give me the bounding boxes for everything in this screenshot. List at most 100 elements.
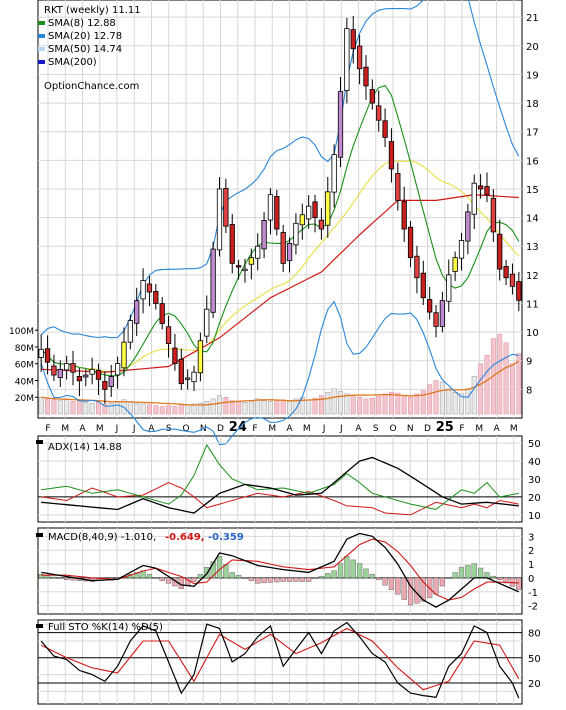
macd-histogram-bar: [64, 577, 70, 580]
macd-histogram-bar: [299, 577, 305, 582]
macd-value: -0.649,: [165, 532, 205, 543]
macd-histogram-bar: [433, 577, 439, 595]
volume-bar: [108, 402, 114, 415]
volume-bar: [64, 399, 70, 415]
price-tick-label: 16: [526, 156, 539, 167]
volume-bar: [497, 334, 503, 415]
volume-bar: [38, 396, 44, 415]
x-tick-label: F: [252, 424, 257, 434]
legend-entry: SMA(200): [48, 57, 97, 68]
x-tick-label: M: [303, 424, 311, 434]
volume-bar: [197, 402, 203, 415]
macd-histogram-bar: [490, 575, 496, 579]
candle-body: [439, 300, 446, 327]
price-candle: [439, 291, 446, 333]
volume-bar: [287, 401, 293, 415]
macd-signal-value: -0.359: [208, 532, 244, 543]
volume-bar: [236, 401, 242, 415]
sto-legend-swatch: [36, 624, 43, 628]
volume-bar: [280, 399, 286, 415]
macd-histogram-bar: [503, 577, 509, 584]
x-tick-label: A: [355, 424, 362, 434]
price-candle: [325, 177, 331, 238]
candle-body: [274, 195, 280, 230]
volume-bar: [102, 403, 108, 415]
price-tick-label: 12: [526, 271, 539, 282]
price-candle: [484, 172, 490, 203]
candle-body: [134, 300, 140, 324]
candle-body: [102, 381, 108, 390]
price-candle: [465, 203, 471, 255]
candle-body: [446, 274, 452, 302]
sto-panel: [37, 619, 523, 705]
x-tick-label: 24: [229, 420, 247, 435]
x-tick-label: M: [96, 424, 104, 434]
macd-histogram-bar: [146, 574, 153, 579]
volume-bar: [325, 391, 331, 415]
price-candle: [318, 207, 325, 240]
candle-body: [261, 220, 267, 250]
candle-body: [427, 299, 433, 313]
candle-body: [401, 200, 407, 230]
volume-bar: [115, 401, 121, 415]
candle-body: [216, 188, 223, 251]
volume-bar: [153, 405, 159, 415]
macd-histogram-bar: [242, 577, 248, 579]
legend-swatch: [38, 60, 45, 64]
volume-bar: [242, 402, 248, 415]
volume-bar: [274, 400, 280, 415]
candle-body: [51, 365, 57, 376]
macd-histogram-bar: [356, 563, 363, 579]
candle-body: [210, 248, 216, 313]
candle-body: [369, 89, 375, 104]
candle-body: [185, 377, 191, 380]
legend-swatch: [38, 21, 45, 25]
volume-bar: [210, 398, 216, 415]
candle-body: [465, 211, 471, 242]
macd-histogram-bar: [477, 567, 484, 579]
macd-histogram-bar: [497, 577, 503, 580]
candle-body: [248, 257, 254, 265]
candle-body: [452, 257, 458, 272]
price-tick-label: 15: [526, 185, 539, 196]
price-candle: [427, 286, 433, 320]
volume-tick-label: 100M: [9, 327, 34, 337]
macd-histogram-bar: [350, 559, 356, 579]
watermark-text: OptionChance.com: [44, 81, 139, 92]
volume-bar: [293, 398, 299, 415]
candle-body: [395, 173, 401, 201]
price-candle: [51, 354, 57, 382]
legend-entry: SMA(20) 12.78: [48, 31, 122, 42]
volume-bar: [363, 398, 369, 415]
volume-bar: [459, 393, 464, 415]
price-candle: [121, 327, 127, 377]
x-tick-label: J: [115, 424, 119, 434]
price-candle: [471, 174, 477, 230]
macd-histogram-bar: [274, 577, 280, 583]
x-tick-label: M: [510, 424, 518, 434]
adx-tick-label: 40: [528, 457, 541, 468]
price-candle: [255, 233, 261, 271]
volume-bar: [439, 381, 445, 415]
price-candle: [356, 34, 363, 85]
price-candle: [165, 315, 172, 358]
macd-histogram-bar: [165, 577, 172, 584]
legend-swatch: [38, 34, 45, 38]
candle-body: [471, 182, 477, 215]
macd-histogram-bar: [369, 574, 375, 579]
price-candle: [178, 348, 184, 390]
candle-body: [114, 363, 121, 376]
volume-bar: [166, 405, 172, 415]
sto-tick-label: 20: [528, 679, 541, 690]
price-candle: [89, 357, 95, 385]
volume-bar: [350, 395, 356, 415]
price-candle: [70, 350, 76, 386]
x-tick-label: O: [389, 424, 396, 434]
volume-bar: [408, 396, 414, 415]
volume-tick-label: 20M: [15, 394, 34, 404]
volume-bar: [420, 390, 426, 415]
volume-bar: [45, 398, 51, 415]
macd-histogram-bar: [395, 577, 401, 595]
price-candle: [159, 297, 165, 330]
